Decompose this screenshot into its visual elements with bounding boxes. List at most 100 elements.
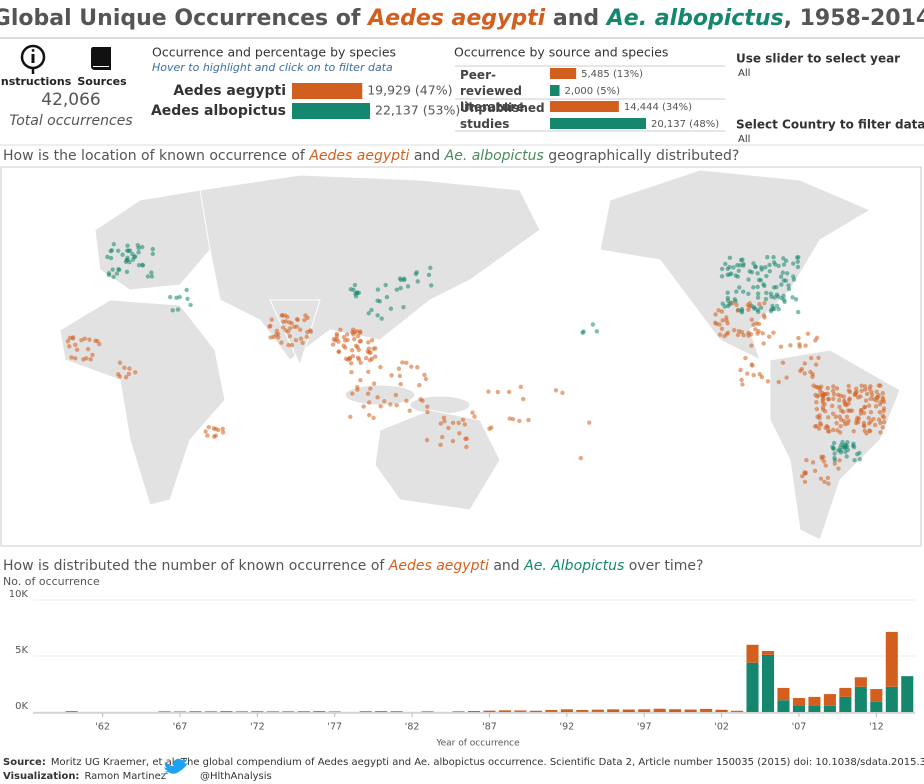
occurrence-dot (298, 327, 303, 332)
occurrence-dot (116, 248, 121, 253)
occurrence-dot (168, 294, 173, 300)
occurrence-dot (271, 334, 276, 340)
occurrence-dot (375, 287, 381, 292)
occurrence-dot (117, 360, 123, 365)
bar-segment (684, 709, 697, 712)
bar (292, 103, 370, 119)
bar (550, 118, 646, 129)
occurrence-dot (87, 337, 92, 342)
occurrence-dot (394, 287, 400, 292)
occurrence-dot (378, 364, 383, 370)
occurrence-dot (517, 418, 522, 424)
occurrence-dot (825, 391, 830, 397)
occurrence-dot (841, 394, 847, 399)
value-label: 5,485 (13%) (581, 69, 643, 80)
occurrence-dot (174, 295, 179, 300)
occurrence-dot (440, 434, 445, 440)
occurrence-dot (755, 295, 761, 300)
occurrence-dot (366, 311, 371, 316)
occurrence-dot (832, 461, 838, 466)
instructions-button[interactable]: • Instructions (0, 44, 72, 88)
info-dot: • (30, 47, 35, 56)
occurrence-dot (772, 295, 777, 300)
occurrence-dot (367, 412, 372, 418)
occurrence-dot (831, 440, 837, 446)
occurrence-dot (361, 404, 366, 409)
occurrence-dot (716, 308, 721, 313)
bar-segment (220, 711, 233, 712)
occurrence-dot (836, 398, 842, 403)
bar-segment (746, 662, 759, 712)
occurrence-dot (814, 399, 819, 405)
map-question: How is the location of known occurrence … (3, 148, 739, 164)
x-tick-label: '87 (482, 722, 497, 733)
country-filter[interactable]: Select Country to filter data All (736, 118, 924, 146)
occurrence-dot (767, 262, 772, 268)
occurrence-dot (846, 388, 852, 393)
question-part: Aedes aegypti (388, 558, 489, 574)
occurrence-dot (407, 408, 412, 413)
occurrence-dot (367, 358, 373, 363)
occurrence-dot (109, 248, 115, 253)
occurrence-dot (837, 458, 842, 463)
bar-segment (653, 711, 666, 712)
twitter-handle[interactable]: @HlthAnalysis (200, 771, 272, 782)
bar-segment (870, 689, 883, 702)
occurrence-dot (352, 282, 358, 288)
y-tick-label: 5K (15, 645, 28, 656)
question-part: geographically distributed? (544, 148, 740, 164)
occurrence-dot (874, 389, 879, 395)
occurrence-dot (303, 313, 308, 318)
occurrence-dot (365, 391, 371, 396)
bar-segment (746, 644, 759, 663)
occurrence-dot (373, 354, 378, 359)
occurrence-dot (808, 355, 814, 361)
question-part: and (409, 148, 444, 164)
footer-label: Source: (3, 757, 46, 768)
occurrence-dot (267, 324, 272, 329)
occurrence-dot (298, 336, 304, 341)
occurrence-dot (802, 471, 807, 476)
occurrence-dot (751, 372, 756, 378)
land-south-america (769, 349, 901, 541)
occurrence-dot (862, 384, 868, 389)
bar-segment (189, 711, 202, 712)
occurrence-dot (795, 259, 800, 264)
occurrence-dot (206, 425, 211, 430)
occurrence-dot (776, 263, 781, 269)
occurrence-dot (767, 269, 772, 274)
occurrence-dot (741, 333, 746, 338)
bar-segment (823, 705, 836, 712)
occurrence-dot (746, 333, 751, 338)
occurrence-dot (857, 456, 862, 462)
bar-segment (251, 711, 264, 712)
occurrence-dot (762, 315, 767, 320)
occurrence-dot (858, 411, 863, 416)
occurrence-dot (727, 255, 733, 261)
occurrence-dot (418, 397, 423, 402)
occurrence-dot (747, 301, 753, 306)
occurrence-dot (400, 360, 405, 365)
occurrence-dot (740, 257, 745, 262)
occurrence-dot (738, 367, 743, 373)
bar-segment (901, 676, 914, 712)
occurrence-dot (719, 266, 725, 272)
dashboard-title: Global Unique Occurrences of Aedes aegyp… (0, 6, 924, 31)
occurrence-dot (731, 327, 737, 333)
bar-segment (885, 631, 898, 687)
occurrence-dot (275, 331, 281, 337)
occurrence-dot (842, 443, 847, 448)
occurrence-dot (140, 262, 145, 268)
occurrence-dot (818, 476, 824, 481)
occurrence-dot (851, 429, 856, 434)
question-part: and (489, 558, 524, 574)
bar-segment (375, 711, 388, 712)
sources-button[interactable]: Sources (77, 47, 127, 88)
year-filter[interactable]: Use slider to select year All (736, 52, 900, 80)
bar-segment (854, 677, 867, 687)
occurrence-dot (383, 282, 388, 288)
occurrence-dot (269, 317, 274, 322)
occurrence-dot (823, 463, 828, 468)
occurrence-dot (70, 335, 76, 340)
